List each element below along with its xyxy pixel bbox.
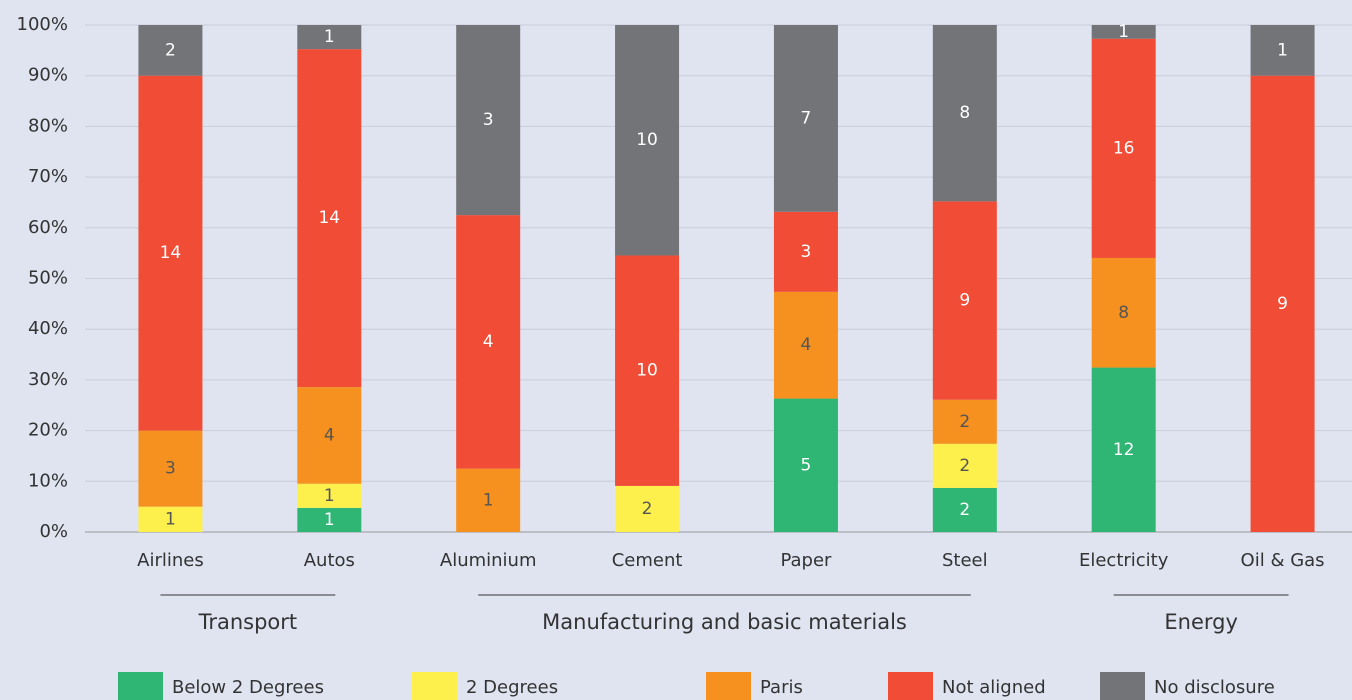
segment-label: 4 <box>324 425 335 445</box>
group-label: Energy <box>1164 610 1238 634</box>
y-tick-label: 100% <box>17 14 68 35</box>
legend-swatch <box>1100 672 1145 700</box>
segment-label: 2 <box>959 456 970 476</box>
bar-segment <box>773 398 838 532</box>
bar-segment <box>773 211 838 292</box>
x-tick-label: Cement <box>612 550 683 571</box>
segment-label: 3 <box>165 459 176 479</box>
segment-label: 1 <box>1277 40 1288 60</box>
bar-segment <box>1250 75 1315 532</box>
y-tick-label: 0% <box>39 521 68 542</box>
segment-label: 9 <box>959 291 970 311</box>
y-tick-label: 40% <box>28 318 68 339</box>
group-label: Transport <box>198 610 298 634</box>
bar-segment <box>297 483 362 508</box>
segment-label: 4 <box>483 332 494 352</box>
segment-label: 2 <box>165 40 176 60</box>
segment-label: 2 <box>959 412 970 432</box>
segment-label: 2 <box>959 500 970 520</box>
legend-label: Not aligned <box>942 677 1046 698</box>
y-tick-label: 80% <box>28 115 68 136</box>
bar-segment <box>932 487 997 532</box>
bar-segment <box>456 215 521 469</box>
x-tick-label: Oil & Gas <box>1241 550 1325 571</box>
segment-label: 10 <box>636 361 658 381</box>
y-tick-label: 10% <box>28 470 68 491</box>
segment-label: 1 <box>324 510 335 530</box>
bar-segment <box>932 443 997 488</box>
bar-segment <box>456 25 521 216</box>
x-tick-label: Paper <box>780 550 832 571</box>
bar-segment <box>1091 367 1156 532</box>
segment-label: 14 <box>160 243 182 263</box>
segment-label: 8 <box>959 103 970 123</box>
segment-label: 16 <box>1113 138 1135 158</box>
segment-label: 3 <box>483 110 494 130</box>
legend-swatch <box>888 672 933 700</box>
segment-label: 1 <box>1118 22 1129 42</box>
segment-label: 7 <box>801 108 812 128</box>
bar-segment <box>297 387 362 484</box>
legend-swatch <box>118 672 163 700</box>
segment-label: 14 <box>318 208 340 228</box>
segment-label: 3 <box>801 242 812 262</box>
y-tick-label: 20% <box>28 420 68 441</box>
y-tick-label: 70% <box>28 166 68 187</box>
bar-segment <box>138 506 203 532</box>
x-tick-label: Aluminium <box>440 550 537 571</box>
segment-label: 1 <box>324 486 335 506</box>
x-tick-label: Electricity <box>1079 550 1169 571</box>
bar-segment <box>1091 38 1156 258</box>
x-tick-label: Autos <box>304 550 355 571</box>
legend-label: Paris <box>760 677 803 698</box>
bar-segment <box>138 25 203 76</box>
y-tick-label: 30% <box>28 369 68 390</box>
bar-segment <box>1091 257 1156 368</box>
bar-segment <box>615 25 680 256</box>
bar-segment <box>138 75 203 431</box>
segment-label: 5 <box>801 455 812 475</box>
legend-label: No disclosure <box>1154 677 1275 698</box>
segment-label: 8 <box>1118 303 1129 323</box>
segment-label: 1 <box>165 509 176 529</box>
y-tick-label: 90% <box>28 65 68 86</box>
bar-segment <box>456 468 521 532</box>
bar-segment <box>1250 25 1315 76</box>
x-tick-label: Steel <box>942 550 988 571</box>
bar-segment <box>615 485 680 532</box>
bar-segment <box>1091 25 1156 39</box>
segment-label: 4 <box>801 335 812 355</box>
group-label: Manufacturing and basic materials <box>542 610 907 634</box>
segment-label: 9 <box>1277 294 1288 314</box>
legend-label: Below 2 Degrees <box>172 677 324 698</box>
legend-swatch <box>412 672 457 700</box>
bar-segment <box>297 25 362 50</box>
bar-segment <box>138 430 203 507</box>
bar-segment <box>297 49 362 388</box>
segment-label: 1 <box>483 490 494 510</box>
bar-segment <box>932 201 997 400</box>
bar-segment <box>773 291 838 399</box>
segment-label: 2 <box>642 499 653 519</box>
segment-label: 12 <box>1113 440 1135 460</box>
y-tick-label: 50% <box>28 268 68 289</box>
bar-segment <box>932 25 997 202</box>
bar-segment <box>773 25 838 212</box>
bar-segment <box>615 255 680 486</box>
segment-label: 1 <box>324 27 335 47</box>
bar-segment <box>932 399 997 444</box>
x-tick-label: Airlines <box>137 550 204 571</box>
segment-label: 10 <box>636 130 658 150</box>
legend-swatch <box>706 672 751 700</box>
bar-segment <box>297 507 362 532</box>
y-tick-label: 60% <box>28 217 68 238</box>
legend-label: 2 Degrees <box>466 677 558 698</box>
